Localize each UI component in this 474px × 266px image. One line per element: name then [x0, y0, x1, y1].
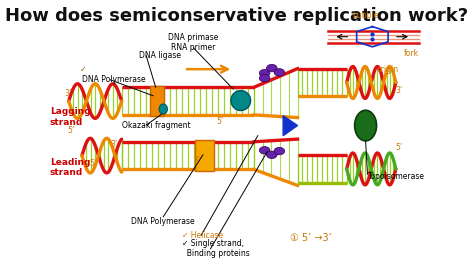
FancyBboxPatch shape [195, 140, 214, 171]
Text: ✓ Single strand,
  Binding proteins: ✓ Single strand, Binding proteins [182, 239, 250, 258]
Text: bubble: bubble [352, 11, 379, 20]
Circle shape [259, 147, 270, 154]
Text: Leading
strand: Leading strand [50, 158, 90, 177]
Text: DNA Polymerase: DNA Polymerase [131, 217, 195, 226]
Ellipse shape [159, 104, 167, 114]
Text: 5’: 5’ [90, 159, 97, 168]
Text: 3’: 3’ [64, 89, 71, 98]
Text: ✓: ✓ [80, 65, 86, 74]
Circle shape [266, 64, 277, 72]
Text: ✓ Helicase: ✓ Helicase [182, 231, 223, 240]
Text: ① 5’ →3’: ① 5’ →3’ [290, 233, 332, 243]
Text: Okazaki fragment: Okazaki fragment [122, 120, 190, 130]
Text: Topoisomerase: Topoisomerase [367, 172, 425, 181]
Ellipse shape [231, 90, 251, 111]
Text: DNA primase
RNA primer: DNA primase RNA primer [168, 33, 219, 52]
Circle shape [259, 74, 270, 82]
Polygon shape [283, 116, 298, 136]
Text: origin: origin [377, 65, 399, 74]
Text: DNA ligase: DNA ligase [139, 51, 181, 60]
FancyBboxPatch shape [150, 86, 164, 116]
Text: DNA Polymerase: DNA Polymerase [82, 75, 146, 84]
Circle shape [274, 69, 285, 76]
Circle shape [259, 69, 270, 77]
Circle shape [274, 147, 285, 155]
Text: How does semiconservative replication work?: How does semiconservative replication wo… [5, 7, 469, 25]
Ellipse shape [355, 110, 376, 141]
Text: 3’: 3’ [396, 86, 403, 95]
Text: fork: fork [403, 49, 419, 58]
Text: 5’: 5’ [396, 143, 403, 152]
Text: 3’: 3’ [194, 156, 201, 165]
Text: Lagging
strand: Lagging strand [50, 107, 91, 127]
Circle shape [266, 151, 277, 159]
Text: 5’: 5’ [68, 126, 75, 135]
Text: 5’: 5’ [216, 117, 224, 126]
Text: 3’: 3’ [110, 140, 118, 149]
